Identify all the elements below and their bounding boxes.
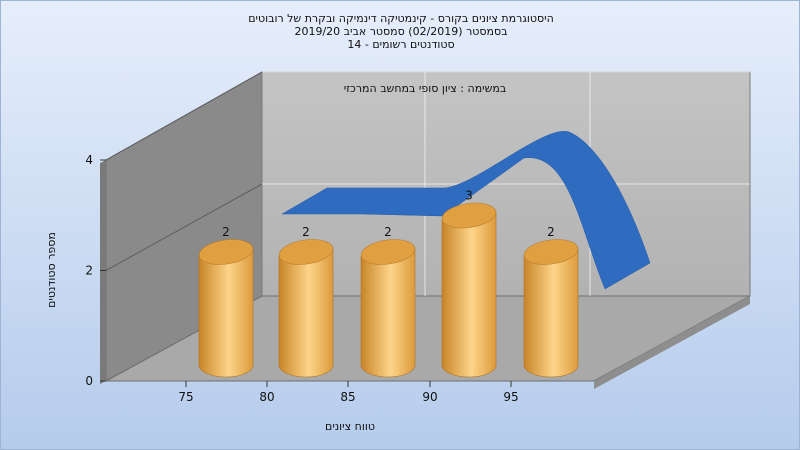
chart-title-line-3: סטודנטים רשומים - 14 [347,38,455,51]
gridline-left-1 [105,183,263,271]
y-axis-ticks: 0 2 4 [85,153,106,388]
x-tick-label-0: 75 [178,390,193,404]
bar-4: 2 [523,225,579,378]
bar-top-3 [441,202,497,229]
bar-data-label-2: 2 [384,225,392,239]
x-axis-label: טווח ציונים [325,420,375,433]
bar-3: 3 [441,189,497,378]
x-axis-ticks: 75 80 85 90 95 [178,381,519,404]
x-tick-label-2: 85 [340,390,355,404]
bar-body-4 [523,247,579,378]
x-tick-label-3: 90 [422,390,437,404]
bar-body-3 [441,211,497,378]
y-axis-label: מספר סטודנטים [45,232,58,308]
bar-body-0 [198,247,254,378]
chart-title-line-2: בסמסטר (02/2019) סמסטר אביב 2019/20 [294,25,508,38]
bar-data-label-0: 2 [222,225,230,239]
x-tick-label-1: 80 [259,390,274,404]
bar-2: 2 [360,225,416,378]
bar-body-2 [360,247,416,378]
bar-top-4 [523,239,579,265]
bars-group: 2 2 2 3 2 [198,189,579,378]
y-tick-label-0: 0 [85,374,93,388]
bar-0: 2 [198,225,254,378]
bar-top-2 [360,239,416,265]
chart-subtitle: במשימה : ציון סופי במחשב המרכזי [344,82,507,95]
bar-top-1 [278,239,334,265]
bar-data-label-4: 2 [547,225,555,239]
bar-top-0 [198,239,254,265]
left-wall-edge [100,160,106,384]
bar-body-1 [278,247,334,378]
y-tick-label-2: 4 [85,153,93,167]
bar-data-label-1: 2 [302,225,310,239]
series-line-ribbon [281,131,651,290]
floor-edge [594,296,750,389]
bar-1: 2 [278,225,334,378]
y-tick-label-1: 2 [85,264,93,278]
x-tick-label-4: 95 [503,390,518,404]
chart-title-line-1: היסטוגרמת ציונים בקורס - קינמטיקה דינמיק… [248,12,554,25]
gridline-left-2 [105,71,263,161]
bar-data-label-3: 3 [465,189,473,203]
